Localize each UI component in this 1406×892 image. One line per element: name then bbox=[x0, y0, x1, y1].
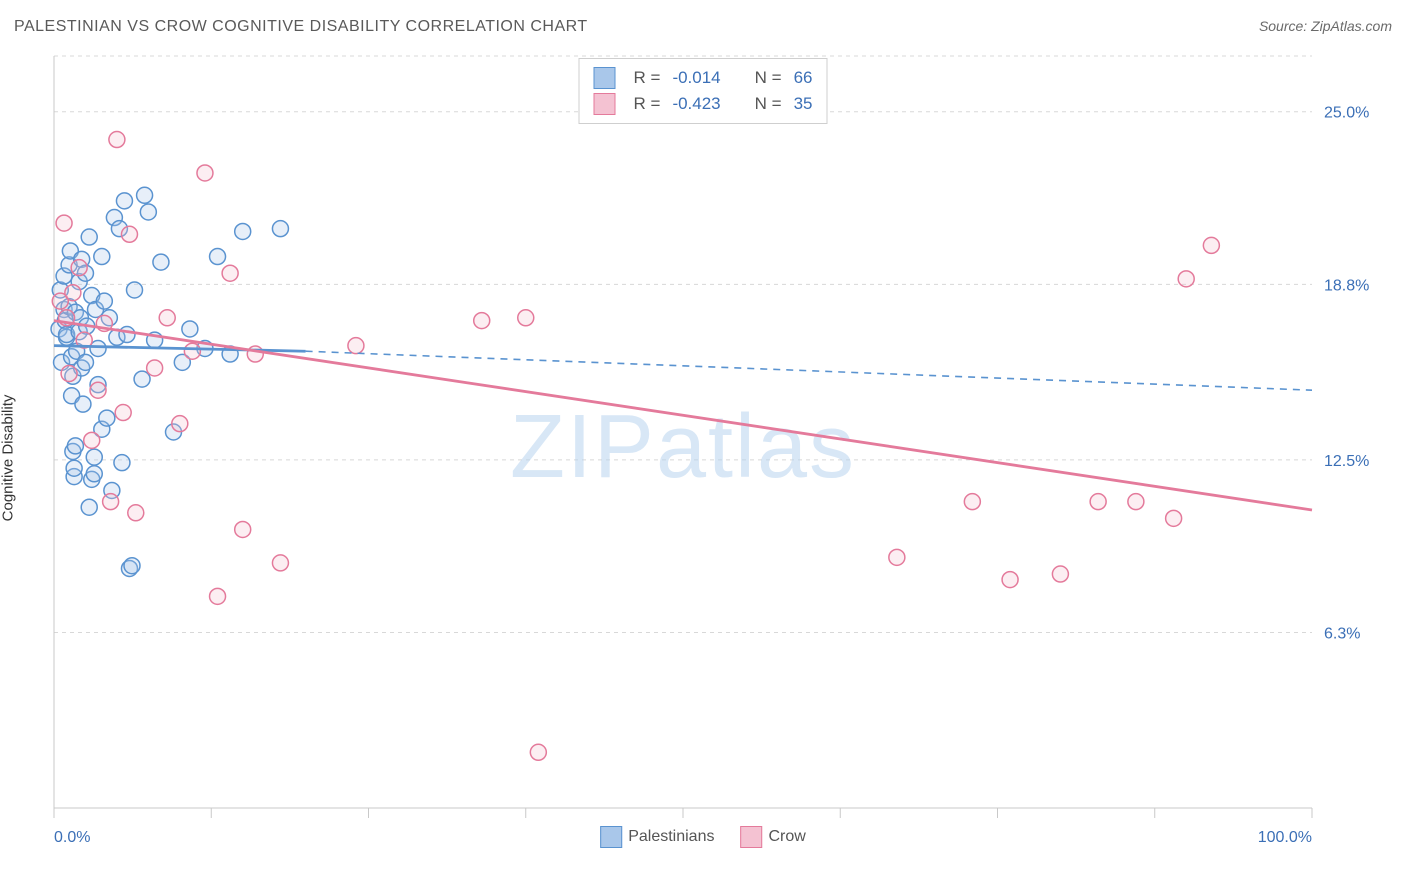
series-name: Crow bbox=[768, 828, 805, 846]
svg-text:100.0%: 100.0% bbox=[1258, 829, 1312, 846]
stats-legend: R = -0.014 N = 66 R = -0.423 N = 35 bbox=[579, 58, 828, 124]
stat-r-label: R = bbox=[634, 91, 661, 117]
svg-text:12.5%: 12.5% bbox=[1324, 453, 1369, 470]
svg-text:6.3%: 6.3% bbox=[1324, 626, 1360, 643]
stat-r-value: -0.423 bbox=[672, 91, 720, 117]
stat-n-value: 66 bbox=[794, 65, 813, 91]
stats-legend-row: R = -0.014 N = 66 bbox=[594, 65, 813, 91]
legend-swatch bbox=[600, 826, 622, 848]
series-name: Palestinians bbox=[628, 828, 714, 846]
stat-r-label: R = bbox=[634, 65, 661, 91]
y-axis-label: Cognitive Disability bbox=[0, 395, 17, 522]
stats-legend-row: R = -0.423 N = 35 bbox=[594, 91, 813, 117]
legend-swatch bbox=[594, 93, 616, 115]
svg-text:0.0%: 0.0% bbox=[54, 829, 90, 846]
series-legend-item: Crow bbox=[740, 826, 805, 848]
svg-text:18.8%: 18.8% bbox=[1324, 277, 1369, 294]
stat-n-label: N = bbox=[755, 91, 782, 117]
stat-n-label: N = bbox=[755, 65, 782, 91]
series-legend: Palestinians Crow bbox=[600, 826, 806, 848]
legend-swatch bbox=[740, 826, 762, 848]
scatter-chart: 6.3% 12.5% 18.8% 25.0% 0.0% 100.0% ZIPatlas bbox=[14, 48, 1392, 868]
stat-n-value: 35 bbox=[794, 91, 813, 117]
chart-title: PALESTINIAN VS CROW COGNITIVE DISABILITY… bbox=[14, 18, 588, 36]
svg-text:ZIPatlas: ZIPatlas bbox=[510, 397, 856, 497]
chart-area: Cognitive Disability 6.3%12.5%18.8%25.0%… bbox=[14, 48, 1392, 868]
svg-text:25.0%: 25.0% bbox=[1324, 105, 1369, 122]
source-label: Source: ZipAtlas.com bbox=[1259, 18, 1392, 34]
legend-swatch bbox=[594, 67, 616, 89]
series-legend-item: Palestinians bbox=[600, 826, 714, 848]
stat-r-value: -0.014 bbox=[672, 65, 720, 91]
